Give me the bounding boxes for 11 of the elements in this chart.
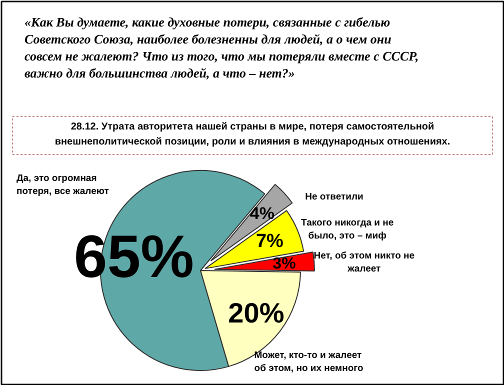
slice-label: Не ответили xyxy=(305,192,364,203)
data-label: 3% xyxy=(272,255,296,272)
chart-title: «Как Вы думаете, какие духовные потери, связанные с гибелью Советского Союза, наиболее болезненны для людей, а о чем они совсем не жалеют? Что из того, что мы потеряли вместе с СССР, важно для большинства людей, а что – нет?» xyxy=(24,14,419,80)
chart-subtitle: 28.12. Утрата авторитета нашей страны в мире, потеря самостоятельной внешнеполитической позиции, роли и влияния в международных отношениях. xyxy=(54,122,450,148)
slice-label: Да, это огромная потеря, все жалеют xyxy=(16,173,110,197)
slice-label: Нет, об этом никто не жалеет xyxy=(314,250,415,274)
slice-label: Может, кто-то и жалеет об этом, но их немного xyxy=(254,350,364,374)
data-label: 4% xyxy=(250,204,274,224)
data-label: 20% xyxy=(228,297,284,328)
slice-label: Такого никогда и не было, это – миф xyxy=(301,217,394,242)
data-label: 7% xyxy=(256,231,284,252)
